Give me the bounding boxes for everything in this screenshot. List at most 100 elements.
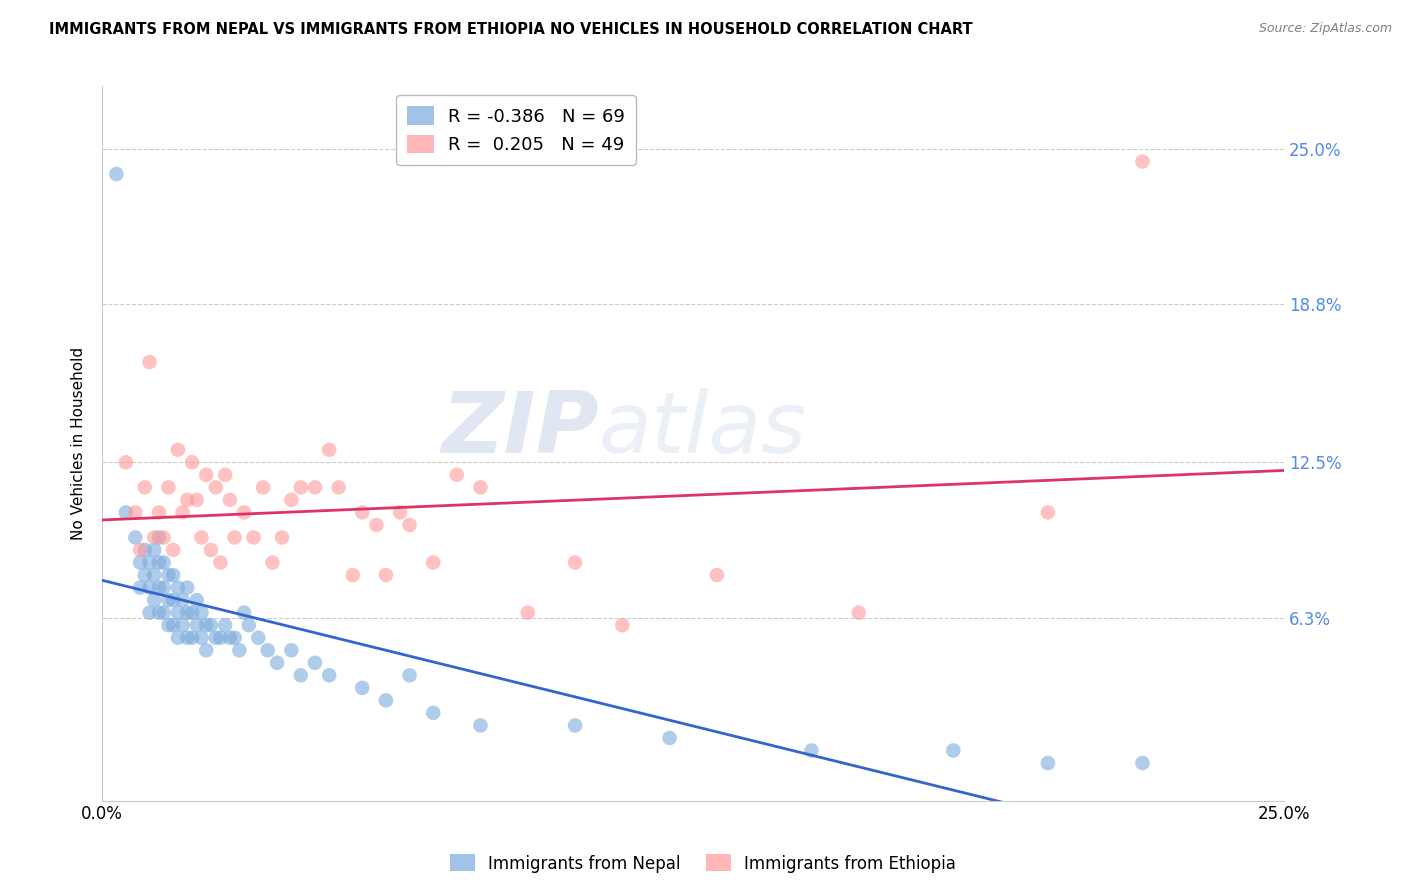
Point (470, 718, 492, 732)
Point (318, 442, 340, 457)
Point (658, 731, 681, 745)
Point (374, 693, 396, 707)
Point (209, 556, 232, 570)
Point (233, 505, 256, 519)
Point (167, 442, 190, 457)
Point (706, 568, 728, 582)
Text: atlas: atlas (599, 388, 807, 471)
Point (233, 606, 256, 620)
Point (398, 517, 420, 532)
Point (422, 706, 444, 720)
Point (318, 668, 340, 682)
Point (942, 743, 965, 757)
Point (342, 568, 364, 582)
Point (105, 167, 128, 181)
Point (143, 543, 166, 558)
Point (214, 467, 236, 482)
Point (328, 480, 350, 494)
Point (422, 556, 444, 570)
Text: ZIP: ZIP (441, 388, 599, 471)
Point (195, 618, 218, 632)
Point (167, 606, 190, 620)
Point (1132, 154, 1154, 169)
Point (224, 531, 246, 545)
Point (129, 543, 152, 558)
Point (848, 606, 870, 620)
Point (262, 556, 284, 570)
Point (143, 568, 166, 582)
Point (162, 543, 184, 558)
Text: Source: ZipAtlas.com: Source: ZipAtlas.com (1258, 22, 1392, 36)
Point (129, 581, 152, 595)
Point (157, 480, 180, 494)
Point (352, 505, 374, 519)
Point (152, 531, 174, 545)
Point (181, 455, 204, 469)
Point (204, 631, 226, 645)
Point (172, 618, 194, 632)
Point (148, 556, 170, 570)
Point (304, 480, 326, 494)
Point (134, 543, 156, 558)
Point (218, 492, 240, 507)
Point (224, 631, 246, 645)
Point (290, 668, 312, 682)
Point (352, 681, 374, 695)
Point (124, 531, 146, 545)
Point (256, 643, 278, 657)
Point (162, 593, 184, 607)
Point (280, 492, 302, 507)
Point (143, 531, 166, 545)
Point (152, 556, 174, 570)
Point (167, 581, 190, 595)
Point (181, 606, 204, 620)
Point (612, 618, 634, 632)
Point (800, 743, 823, 757)
Point (280, 643, 302, 657)
Y-axis label: No Vehicles in Household: No Vehicles in Household (72, 347, 86, 540)
Point (564, 718, 586, 732)
Point (148, 505, 170, 519)
Point (252, 480, 274, 494)
Point (1036, 505, 1059, 519)
Point (190, 531, 212, 545)
Point (157, 593, 180, 607)
Legend: Immigrants from Nepal, Immigrants from Ethiopia: Immigrants from Nepal, Immigrants from E… (443, 847, 963, 880)
Point (181, 631, 204, 645)
Point (115, 455, 138, 469)
Point (242, 531, 264, 545)
Point (176, 606, 198, 620)
Point (195, 643, 218, 657)
Point (374, 568, 396, 582)
Point (134, 480, 156, 494)
Point (214, 618, 236, 632)
Point (290, 480, 312, 494)
Point (304, 656, 326, 670)
Point (266, 656, 288, 670)
Text: IMMIGRANTS FROM NEPAL VS IMMIGRANTS FROM ETHIOPIA NO VEHICLES IN HOUSEHOLD CORRE: IMMIGRANTS FROM NEPAL VS IMMIGRANTS FROM… (49, 22, 973, 37)
Point (238, 618, 260, 632)
Point (115, 505, 138, 519)
Point (162, 568, 184, 582)
Point (190, 606, 212, 620)
Point (124, 505, 146, 519)
Point (186, 593, 208, 607)
Point (190, 631, 212, 645)
Point (516, 606, 538, 620)
Point (138, 581, 160, 595)
Point (186, 492, 208, 507)
Point (162, 618, 184, 632)
Point (176, 631, 198, 645)
Point (398, 668, 420, 682)
Point (176, 581, 198, 595)
Point (204, 480, 226, 494)
Point (152, 606, 174, 620)
Point (200, 543, 222, 558)
Point (138, 355, 160, 369)
Legend: R = -0.386   N = 69, R =  0.205   N = 49: R = -0.386 N = 69, R = 0.205 N = 49 (396, 95, 636, 165)
Point (143, 593, 166, 607)
Point (564, 556, 586, 570)
Point (157, 568, 180, 582)
Point (1132, 756, 1154, 770)
Point (148, 581, 170, 595)
